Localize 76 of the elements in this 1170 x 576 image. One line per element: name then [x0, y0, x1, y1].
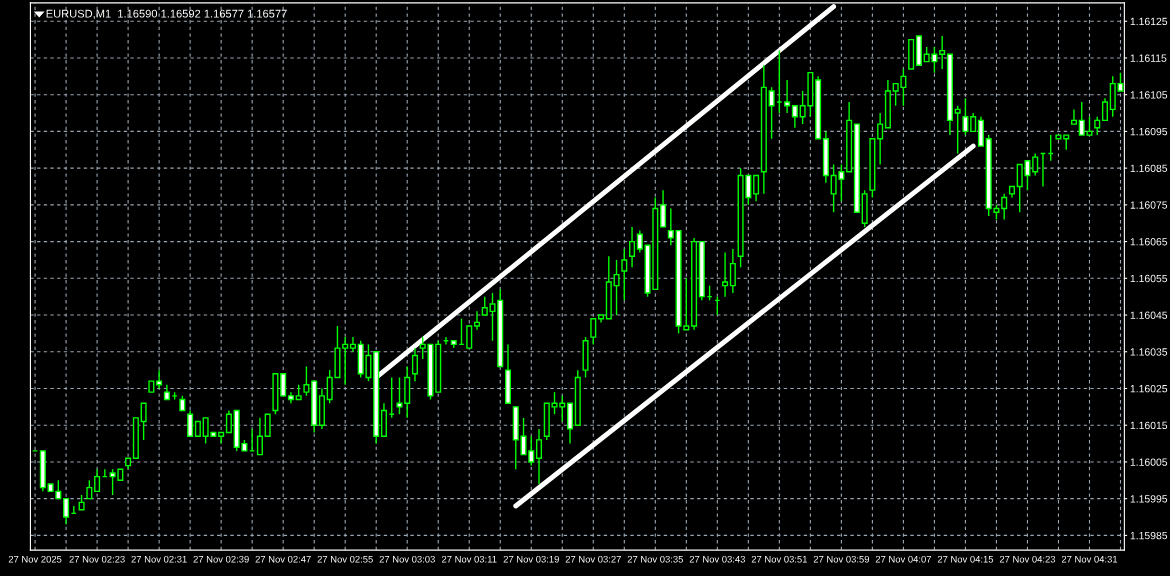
y-tick-label: 1.16015	[1130, 421, 1168, 430]
y-tick-label: 1.15985	[1130, 531, 1168, 540]
x-tick-label: 27 Nov 03:59	[813, 555, 870, 563]
candlestick	[954, 105, 961, 155]
y-tick-label: 1.16005	[1130, 458, 1168, 466]
candlestick	[768, 86, 775, 140]
candlestick	[535, 428, 543, 485]
candlestick	[877, 112, 884, 166]
x-tick-label: 27 Nov 03:11	[441, 555, 497, 563]
x-tick-label: 27 Nov 03:51	[751, 555, 807, 563]
candlestick	[962, 97, 969, 136]
text: EURUSD,M1 1.16590 1.16592 1.16577 1.16577	[46, 9, 287, 19]
candlestick	[94, 468, 101, 493]
candlestick	[342, 336, 349, 386]
x-tick-label: 27 Nov 03:27	[565, 555, 621, 563]
candlestick	[621, 248, 628, 302]
y-tick-label: 1.16055	[1130, 274, 1168, 283]
x-tick-label: 27 Nov 03:03	[379, 555, 435, 563]
candlestick	[667, 207, 674, 246]
x-tick-label: 27 Nov 04:15	[937, 555, 994, 563]
candlestick	[86, 479, 93, 500]
y-tick-label: 1.16025	[1130, 384, 1168, 393]
y-tick-label: 1.16105	[1130, 91, 1168, 99]
candlestick	[629, 226, 636, 268]
y-tick-label: 1.16035	[1130, 348, 1168, 356]
candlestick	[729, 248, 736, 294]
x-tick-label: 27 Nov 04:07	[875, 555, 932, 563]
candlestick	[753, 174, 760, 202]
x-tick-label: 27 Nov 03:35	[627, 555, 684, 563]
candlestick	[303, 365, 310, 397]
x-tick-label: 27 Nov 02:39	[193, 555, 249, 563]
candlestick	[970, 112, 977, 133]
candlestick	[1032, 152, 1039, 177]
y-tick-label: 1.16045	[1130, 311, 1168, 319]
candlestick	[784, 79, 791, 114]
x-tick-label: 27 Nov 04:31	[1061, 555, 1118, 563]
candlestick	[660, 189, 667, 228]
x-tick-label: 27 Nov 02:55	[317, 555, 373, 563]
candlestick	[187, 409, 194, 437]
candlestick	[590, 318, 597, 346]
candlestick	[256, 417, 263, 456]
candlestick	[140, 402, 147, 441]
x-tick-label: 27 Nov 03:43	[689, 555, 746, 563]
y-tick-label: 1.16095	[1130, 127, 1168, 136]
candlestick	[791, 105, 798, 129]
x-tick-label: 27 Nov 04:23	[999, 555, 1056, 563]
candlestick	[156, 369, 163, 390]
candlestick	[218, 431, 225, 445]
candlestick	[1001, 193, 1008, 221]
candlestick	[1070, 108, 1077, 125]
candlestick	[1101, 97, 1109, 122]
candlestick	[473, 310, 481, 331]
candlestick	[722, 251, 729, 298]
candlestick	[411, 347, 418, 382]
y-tick-label: 1.16075	[1130, 201, 1168, 209]
x-tick-label: 27 Nov 02:47	[255, 555, 311, 563]
candlestick	[264, 413, 271, 437]
y-tick-label: 1.16085	[1130, 164, 1168, 173]
candlestick	[613, 259, 620, 316]
candlestick	[63, 497, 70, 526]
y-tick-label: 1.16125	[1130, 17, 1168, 26]
candlestick	[939, 35, 946, 70]
x-tick-label: 27 Nov 02:23	[69, 555, 125, 563]
x-tick-label: 27 Nov 03:19	[503, 555, 559, 563]
x-tick-label: 27 Nov 2025	[8, 555, 62, 563]
y-tick-label: 1.16115	[1130, 54, 1167, 62]
candlestick	[225, 409, 232, 434]
candlestick	[396, 376, 403, 415]
candlestick	[636, 229, 643, 254]
candlestick	[466, 325, 473, 349]
candlestick	[1094, 116, 1101, 136]
x-tick-label: 27 Nov 02:31	[131, 555, 187, 563]
candlestick	[280, 373, 287, 397]
y-tick-label: 1.16065	[1130, 238, 1168, 246]
y-tick-label: 1.15995	[1130, 495, 1168, 503]
candlestick	[349, 336, 356, 353]
